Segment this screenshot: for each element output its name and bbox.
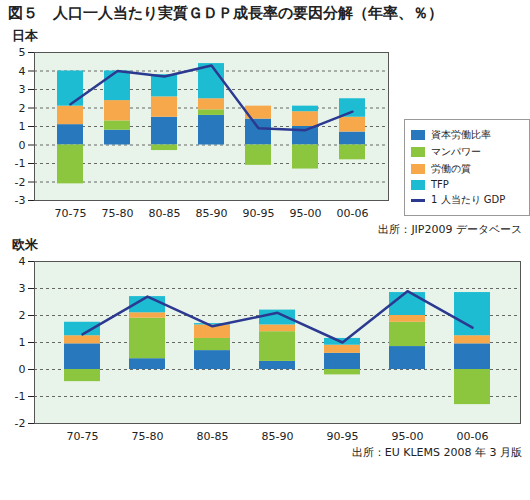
svg-text:-2: -2: [15, 176, 26, 189]
html-text:資本労働比率: 資本労働比率: [431, 129, 491, 140]
svg-text:-1: -1: [15, 157, 26, 170]
html-text:労働の質: 労働の質: [431, 163, 471, 174]
svg-text:-3: -3: [15, 194, 26, 207]
svg-text:75-80: 75-80: [132, 430, 164, 443]
html-text:TFP: TFP: [431, 179, 449, 190]
html-text:マンパワー: マンパワー: [431, 146, 481, 157]
html-text:欧米: 欧米: [12, 237, 38, 252]
svg-text:80-85: 80-85: [149, 207, 181, 220]
svg-text:3: 3: [19, 83, 26, 96]
svg-text:0: 0: [19, 363, 26, 376]
svg-text:85-90: 85-90: [196, 207, 228, 220]
html-text:出所：EU KLEMS 2008 年 3 月版: 出所：EU KLEMS 2008 年 3 月版: [351, 446, 522, 459]
svg-text:90-95: 90-95: [243, 207, 275, 220]
svg-text:85-90: 85-90: [262, 430, 294, 443]
svg-text:0: 0: [19, 139, 26, 152]
svg-text:70-75: 70-75: [67, 430, 99, 443]
svg-text:90-95: 90-95: [327, 430, 359, 443]
svg-text:80-85: 80-85: [197, 430, 229, 443]
svg-text:1: 1: [19, 120, 26, 133]
svg-text:-2: -2: [15, 417, 26, 430]
svg-text:00-06: 00-06: [337, 207, 369, 220]
html-text:図５ 人口一人当たり実質ＧＤＰ成長率の要因分解（年率、％）: 図５ 人口一人当たり実質ＧＤＰ成長率の要因分解（年率、％）: [8, 4, 443, 22]
svg-text:5: 5: [19, 46, 26, 59]
svg-text:95-00: 95-00: [392, 430, 424, 443]
svg-text:1: 1: [19, 336, 26, 349]
svg-text:2: 2: [19, 102, 26, 115]
svg-text:3: 3: [19, 282, 26, 295]
svg-text:95-00: 95-00: [290, 207, 322, 220]
svg-text:70-75: 70-75: [55, 207, 87, 220]
svg-text:-1: -1: [15, 390, 26, 403]
html-text:1 人当たり GDP: 1 人当たり GDP: [431, 194, 506, 205]
html-text:日本: 日本: [12, 28, 38, 43]
svg-text:4: 4: [19, 65, 26, 78]
svg-text:75-80: 75-80: [102, 207, 134, 220]
html-text:出所：JIP2009 データベース: 出所：JIP2009 データベース: [378, 223, 522, 236]
svg-text:00-06: 00-06: [457, 430, 489, 443]
svg-text:4: 4: [19, 255, 26, 268]
svg-text:2: 2: [19, 309, 26, 322]
